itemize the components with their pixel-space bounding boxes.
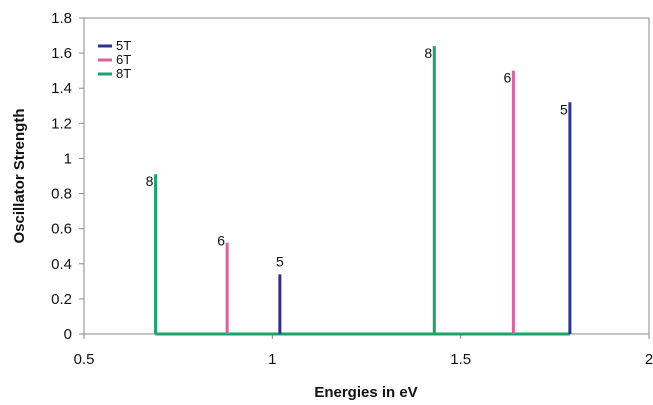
x-tick-label: 2 (645, 351, 653, 368)
y-tick-label: 0.2 (51, 291, 72, 308)
y-tick-label: 1.6 (51, 45, 72, 62)
y-tick-label: 1 (64, 150, 72, 167)
legend: 5T6T8T (98, 38, 131, 81)
x-axis-ticks: 0.5 1 1.5 2 (74, 334, 653, 368)
bar-data-labels: 5 5 6 6 8 8 (146, 45, 568, 269)
y-tick-label: 1.8 (51, 10, 72, 27)
x-tick-label: 0.5 (74, 351, 95, 368)
y-tick-label: 1.4 (51, 80, 72, 97)
y-tick-label: 1.2 (51, 115, 72, 132)
legend-label-6t: 6T (116, 52, 131, 67)
y-tick-label: 0.8 (51, 186, 72, 203)
legend-label-8t: 8T (116, 66, 131, 81)
legend-label-5t: 5T (116, 38, 131, 53)
bar-label-6t-2: 6 (504, 70, 512, 86)
y-axis-ticks: 0 0.2 0.4 0.6 0.8 1 1.2 1.4 1.6 1.8 (51, 10, 84, 343)
bar-marks (156, 46, 570, 334)
y-tick-label: 0.6 (51, 221, 72, 238)
y-axis-title: Oscillator Strength (11, 108, 28, 243)
x-tick-label: 1 (268, 351, 276, 368)
bar-label-8t-1: 8 (146, 173, 154, 189)
bar-label-6t-1: 6 (217, 233, 225, 249)
plot-area-frame (84, 18, 649, 334)
bar-label-8t-2: 8 (424, 45, 432, 61)
x-tick-label: 1.5 (450, 351, 471, 368)
bar-label-5t-2: 5 (560, 101, 568, 117)
y-tick-label: 0 (64, 326, 72, 343)
x-axis-title: Energies in eV (314, 384, 417, 400)
y-tick-label: 0.4 (51, 256, 72, 273)
bar-label-5t-1: 5 (276, 253, 284, 269)
